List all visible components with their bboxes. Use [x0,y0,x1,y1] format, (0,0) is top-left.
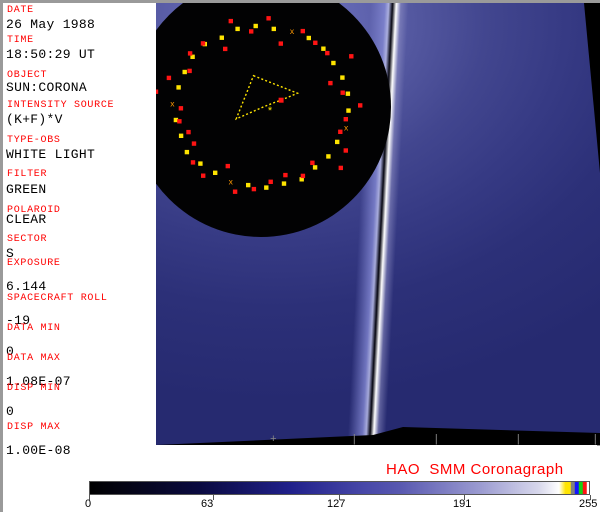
svg-text:x: x [290,26,295,36]
svg-text:*: * [268,105,273,117]
svg-text:x: x [344,122,349,132]
svg-text:x: x [170,98,175,108]
svg-text:x: x [229,176,234,186]
